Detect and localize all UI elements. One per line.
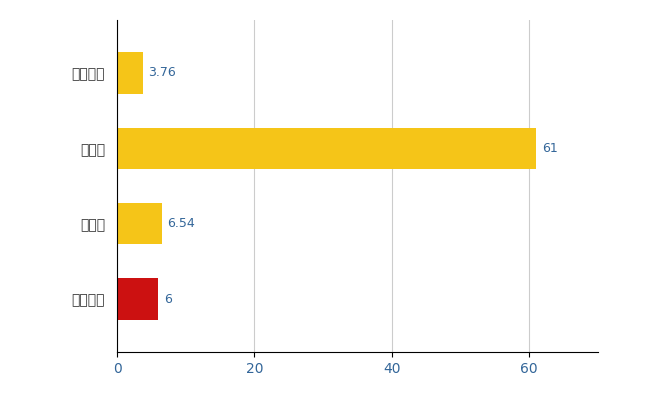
Bar (117, 52, 143, 94)
Bar (117, 203, 162, 244)
Bar (117, 128, 536, 169)
Bar (117, 278, 158, 320)
Text: 6.54: 6.54 (168, 217, 195, 230)
Text: 6: 6 (164, 293, 172, 306)
Text: 3.76: 3.76 (148, 66, 176, 79)
Text: 61: 61 (541, 142, 558, 155)
